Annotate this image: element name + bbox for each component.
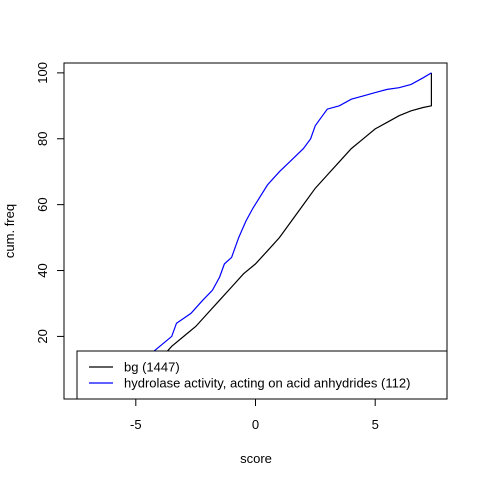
y-tick-label: 20 bbox=[35, 329, 50, 343]
x-tick-label: 0 bbox=[252, 417, 259, 432]
y-axis-label: cum. freq bbox=[2, 204, 17, 258]
y-axis: 20 40 60 80 100 bbox=[35, 62, 64, 344]
legend-label-bg: bg (1447) bbox=[124, 360, 180, 375]
y-tick-label: 40 bbox=[35, 263, 50, 277]
x-axis-label: score bbox=[240, 451, 272, 466]
legend-box bbox=[76, 350, 448, 400]
legend: bg (1447) hydrolase activity, acting on … bbox=[76, 350, 448, 400]
y-tick-label: 80 bbox=[35, 132, 50, 146]
y-tick-label: 100 bbox=[35, 62, 50, 84]
legend-label-hydrolase: hydrolase activity, acting on acid anhyd… bbox=[124, 376, 410, 391]
x-tick-label: -5 bbox=[130, 417, 142, 432]
y-tick-label: 60 bbox=[35, 197, 50, 211]
x-axis: -5 0 5 bbox=[130, 399, 379, 432]
series-line-hydrolase bbox=[76, 72, 432, 399]
x-tick-label: 5 bbox=[372, 417, 379, 432]
